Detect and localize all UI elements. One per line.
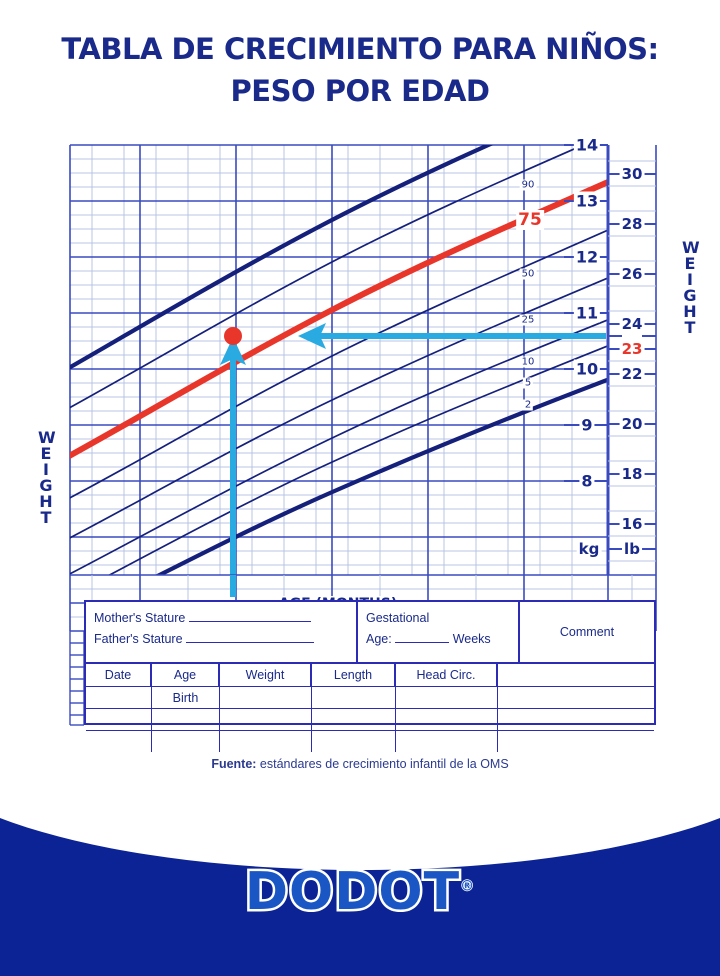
table-row[interactable]: [86, 708, 654, 730]
source-text: estándares de crecimiento infantil de la…: [256, 757, 509, 771]
column-header-head-circ: Head Circ.: [396, 664, 498, 686]
cell-date[interactable]: [86, 731, 152, 752]
gestational-age-input[interactable]: [395, 631, 450, 643]
cell-comment[interactable]: [498, 687, 654, 708]
kg-unit-label: kg: [576, 540, 602, 558]
horizontal-readout-arrow-head: [298, 323, 326, 349]
cell-weight[interactable]: [220, 731, 312, 752]
lb-tick-16: 16: [619, 515, 645, 533]
major-horizontal-gridlines: [70, 144, 608, 538]
comment-header-cell: Comment: [520, 602, 654, 662]
registered-trademark-icon: ®: [459, 878, 476, 896]
mothers-stature-label: Mother's Stature: [94, 611, 186, 625]
footer-arc-decoration: [0, 760, 720, 870]
source-prefix: Fuente:: [211, 757, 257, 771]
lb-tick-28: 28: [619, 215, 645, 233]
brand-logo: DODOT®: [0, 860, 720, 925]
kg-tick-11: 11: [573, 303, 601, 323]
table-row[interactable]: Birth: [86, 686, 654, 708]
curve-97: [70, 145, 494, 370]
gestational-age-row: Age: Weeks: [366, 629, 510, 650]
column-header-length: Length: [312, 664, 396, 686]
kg-tick-9: 9: [579, 415, 595, 435]
comment-label: Comment: [559, 624, 615, 639]
curve-90: [70, 145, 586, 409]
cell-age[interactable]: Birth: [152, 687, 220, 708]
kg-tick-14: 14: [573, 135, 601, 155]
cell-head-circ[interactable]: [396, 731, 498, 752]
lb-tick-20: 20: [619, 415, 645, 433]
cell-length[interactable]: [312, 687, 396, 708]
lb-axis-panel: [606, 145, 657, 575]
lb-tick-22: 22: [619, 365, 645, 383]
percentile-label-50: 50: [519, 268, 537, 280]
cell-date[interactable]: [86, 687, 152, 708]
cell-comment[interactable]: [498, 731, 654, 752]
column-header-comment: [498, 664, 654, 686]
cell-age[interactable]: [152, 709, 220, 730]
curve-25: [70, 277, 608, 539]
title-line-1: TABLA DE CRECIMIENTO PARA NIÑOS:: [61, 32, 659, 66]
lb-tick-23-highlight: 23: [619, 340, 645, 358]
gestational-age-cell: Gestational Age: Weeks: [358, 602, 520, 662]
column-header-date: Date: [86, 664, 152, 686]
readout-arrows: [220, 323, 606, 575]
column-header-weight: Weight: [220, 664, 312, 686]
cell-head-circ[interactable]: [396, 687, 498, 708]
percentile-label-10: 10: [519, 356, 537, 368]
kg-tick-12: 12: [573, 247, 601, 267]
column-header-age: Age: [152, 664, 220, 686]
gestational-label-1: Gestational: [366, 611, 430, 625]
cell-weight[interactable]: [220, 709, 312, 730]
gestational-weeks-label: Weeks: [452, 632, 491, 646]
cell-length[interactable]: [312, 731, 396, 752]
plotted-measurement-marker[interactable]: [224, 327, 242, 345]
kg-tick-10: 10: [573, 359, 601, 379]
measurement-form-table: Mother's Stature Father's Stature Gestat…: [84, 600, 656, 752]
lb-tick-26: 26: [619, 265, 645, 283]
cell-age[interactable]: [152, 731, 220, 752]
percentile-label-25: 25: [519, 314, 537, 326]
cell-date[interactable]: [86, 709, 152, 730]
percentile-label-2: 2: [522, 399, 534, 411]
lb-tick-18: 18: [619, 465, 645, 483]
kg-tick-13: 13: [573, 191, 601, 211]
brand-logo-text: DODOT: [242, 860, 461, 925]
kg-tick-8: 8: [579, 471, 595, 491]
mothers-stature-row: Mother's Stature: [94, 608, 348, 629]
table-header-row: Date Age Weight Length Head Circ.: [86, 662, 654, 686]
cell-head-circ[interactable]: [396, 709, 498, 730]
curve-50: [70, 229, 608, 499]
lb-tick-24: 24: [619, 315, 645, 333]
lb-tick-30: 30: [619, 165, 645, 183]
percentile-label-90: 90: [519, 179, 537, 191]
curve-2: [154, 377, 608, 575]
cell-weight[interactable]: [220, 687, 312, 708]
fathers-stature-input[interactable]: [186, 631, 315, 643]
curve-10: [70, 318, 608, 575]
footer-blue-band: [0, 760, 720, 976]
cell-length[interactable]: [312, 709, 396, 730]
table-row[interactable]: [86, 730, 654, 752]
fathers-stature-row: Father's Stature: [94, 629, 348, 650]
gestational-age-label: Age:: [366, 632, 392, 646]
percentile-label-5: 5: [522, 377, 534, 389]
page-title: TABLA DE CRECIMIENTO PARA NIÑOS: PESO PO…: [0, 28, 720, 112]
lb-unit-label: lb: [622, 540, 642, 558]
fathers-stature-label: Father's Stature: [94, 632, 183, 646]
mothers-stature-input[interactable]: [188, 610, 311, 622]
percentile-label-75: 75: [516, 210, 544, 230]
left-grid-strip: [69, 631, 85, 726]
title-line-2: PESO POR EDAD: [230, 74, 490, 108]
cell-comment[interactable]: [498, 709, 654, 730]
parent-stature-cell: Mother's Stature Father's Stature: [86, 602, 358, 662]
source-note: Fuente: estándares de crecimiento infant…: [0, 757, 720, 771]
vertical-readout-arrow-head: [220, 337, 246, 365]
